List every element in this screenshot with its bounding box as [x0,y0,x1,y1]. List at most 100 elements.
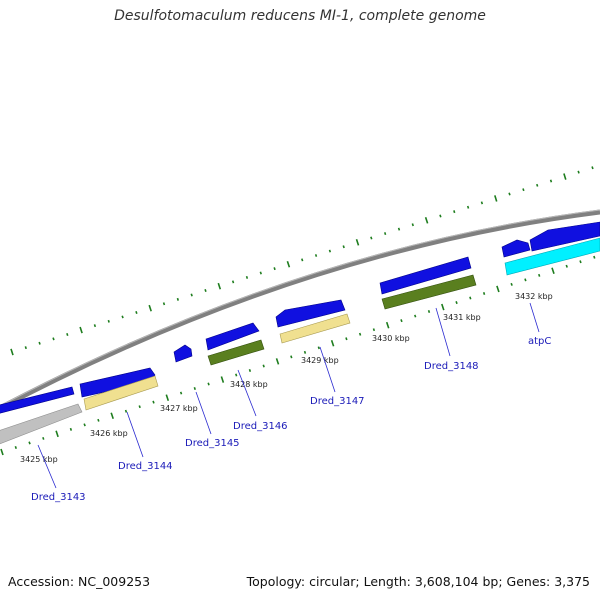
cds-khaki[interactable] [279,313,351,344]
ruler-tick-label: 3429 kbp [301,356,339,365]
gc-tick [385,321,390,329]
gc-tick [235,373,238,377]
cds-khaki[interactable] [83,375,159,411]
gene-label-dred-3146[interactable]: Dred_3146 [233,421,288,432]
gc-tick [138,405,141,409]
gc-tick [152,400,155,404]
gc-tick [10,348,14,356]
gc-tick [107,319,110,323]
ruler-tick-label: 3431 kbp [443,313,481,322]
gc-tick [303,350,307,354]
gene-label-atpc[interactable]: atpC [528,336,551,347]
gc-tick [328,249,332,253]
cds-olive[interactable] [381,274,477,310]
cds-arrow[interactable] [529,221,600,252]
gc-tick [69,427,73,431]
forward-strand-track [0,221,600,414]
genome-backbone [0,209,600,411]
gc-tick [97,418,100,422]
gc-tick [455,301,458,305]
gc-tick [330,339,335,347]
gc-inner-track [0,255,596,456]
ruler-tick-label: 3432 kbp [515,292,553,301]
gc-tick [148,304,152,312]
genome-summary-text: Topology: circular; Length: 3,608,104 bp… [246,574,590,589]
ruler-tick-label: 3426 kbp [90,429,128,438]
gc-tick [217,282,222,290]
gc-tick [93,324,97,328]
gc-tick [591,166,594,170]
cds-arrow[interactable] [379,256,472,295]
gc-tick [121,315,124,319]
gc-tick [522,188,525,192]
gc-tick [345,337,348,341]
gc-tick [482,291,486,295]
gc-tick [384,232,387,236]
ruler-labels: 3425 kbp 3426 kbp 3427 kbp 3428 kbp 3429… [20,292,553,464]
gc-tick [358,332,362,336]
cds-olive[interactable] [207,339,265,366]
ruler-tick-label: 3425 kbp [20,455,58,464]
gc-tick [0,448,4,456]
gc-tick [204,289,207,293]
gc-tick [24,346,27,350]
gene-label-dred-3148[interactable]: Dred_3148 [424,361,479,372]
cds-arrow[interactable] [173,344,193,363]
category-strand-track [0,237,600,445]
ruler-tick-label: 3430 kbp [372,334,410,343]
gc-tick [414,314,417,318]
gc-tick [248,368,252,372]
gc-tick [28,441,31,445]
gene-label-dred-3143[interactable]: Dred_3143 [31,492,86,503]
gc-tick [469,296,472,300]
gc-tick [355,239,360,246]
gc-tick [38,341,41,345]
ruler-tick-label: 3427 kbp [160,404,198,413]
cds-arrow[interactable] [275,299,346,328]
gc-tick [536,183,539,187]
gene-label-dred-3144[interactable]: Dred_3144 [118,461,173,472]
leader-line [37,444,57,489]
genome-backbone-highlight [0,209,600,407]
gc-tick [480,201,484,205]
gc-tick [42,436,45,440]
gc-tick [190,293,193,297]
gc-tick [259,271,262,275]
gc-tick [494,195,498,202]
leader-line [237,369,257,417]
gc-tick [400,319,403,323]
gc-tick [14,445,17,449]
gc-tick [165,394,170,401]
cds-cyan[interactable] [504,237,600,276]
gene-leader-lines [37,302,540,489]
gc-tick [314,254,318,257]
accession-text: Accession: NC_009253 [8,574,151,589]
gc-tick [411,223,414,227]
gene-label-dred-3147[interactable]: Dred_3147 [310,396,365,407]
cds-arrow[interactable] [501,239,531,258]
gc-tick [79,326,83,334]
gc-tick [207,382,210,386]
gc-tick [342,245,345,249]
gc-tick [245,275,249,279]
gc-tick [466,205,470,209]
gc-tick [273,267,276,271]
cds-arrow[interactable] [205,322,260,351]
gc-tick [510,282,513,286]
gc-tick [508,192,511,196]
gc-tick [424,217,429,224]
gc-tick [496,285,500,293]
gc-tick [593,255,596,259]
gc-tick [55,430,59,438]
cds-gray[interactable] [0,403,83,445]
gc-tick [538,273,541,277]
gc-tick [124,409,128,413]
gc-tick [52,337,55,341]
gc-tick [441,303,445,311]
gc-tick [577,170,580,174]
cds-arrow[interactable] [0,386,75,414]
gene-label-dred-3145[interactable]: Dred_3145 [185,438,240,449]
gc-tick [220,376,225,383]
gc-tick [290,355,293,359]
